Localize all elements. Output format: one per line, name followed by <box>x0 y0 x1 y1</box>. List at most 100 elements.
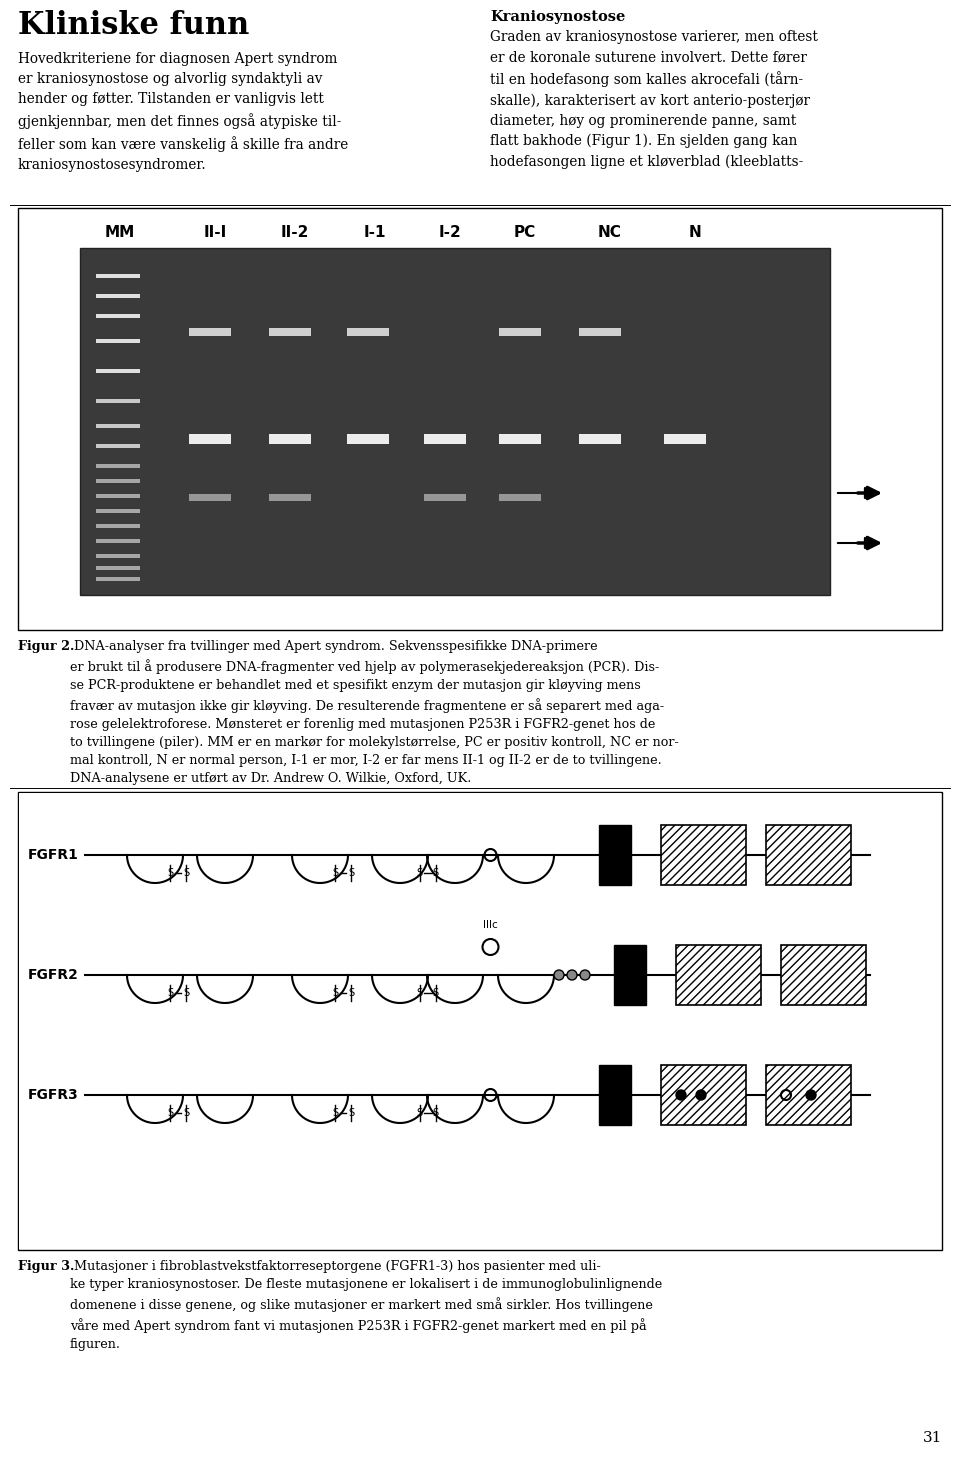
Bar <box>676 945 761 1006</box>
Text: Figur 3.: Figur 3. <box>18 1260 74 1273</box>
Text: Kliniske funn: Kliniske funn <box>18 10 250 41</box>
Bar <box>96 314 140 319</box>
Bar <box>96 577 140 581</box>
Bar <box>96 443 140 448</box>
Text: S: S <box>183 868 189 878</box>
Text: S: S <box>417 1108 422 1119</box>
Bar <box>766 1064 851 1124</box>
Text: S: S <box>432 868 439 878</box>
Bar <box>498 327 541 336</box>
Text: S: S <box>332 868 338 878</box>
Bar <box>269 435 311 443</box>
Circle shape <box>595 1091 605 1100</box>
Bar <box>96 339 140 344</box>
Circle shape <box>444 970 452 979</box>
Text: S: S <box>288 1098 293 1107</box>
Circle shape <box>806 1091 816 1100</box>
Bar <box>550 1064 640 1124</box>
Text: S: S <box>157 1098 162 1107</box>
Text: S: S <box>118 1098 123 1107</box>
Text: S: S <box>332 1108 338 1119</box>
Bar <box>347 435 390 443</box>
Bar <box>18 208 942 630</box>
Bar <box>347 327 390 336</box>
Bar <box>96 553 140 558</box>
Text: DNA-analyser fra tvillinger med Apert syndrom. Sekvensspesifikke DNA-primere
er : DNA-analyser fra tvillinger med Apert sy… <box>70 640 679 784</box>
Bar <box>96 275 140 277</box>
Bar <box>498 435 541 443</box>
Text: FGFR3: FGFR3 <box>30 1088 79 1101</box>
Text: S: S <box>183 988 189 998</box>
Bar <box>480 828 515 882</box>
Text: S: S <box>327 1098 332 1107</box>
Bar <box>96 539 140 543</box>
Bar <box>550 945 640 1006</box>
Text: S: S <box>167 868 173 878</box>
Bar <box>660 825 750 885</box>
Text: II-2: II-2 <box>281 225 309 239</box>
Bar <box>269 327 311 336</box>
Text: S: S <box>118 859 123 868</box>
Bar <box>96 495 140 498</box>
Text: S: S <box>237 1098 242 1107</box>
Bar <box>18 793 942 1249</box>
Text: S: S <box>288 979 293 988</box>
Bar <box>499 495 540 501</box>
Text: S: S <box>157 859 162 868</box>
Bar <box>19 793 941 1249</box>
Bar <box>96 294 140 298</box>
Bar <box>579 435 621 443</box>
Text: S: S <box>348 988 354 998</box>
Text: NC: NC <box>598 225 622 239</box>
Circle shape <box>696 1091 706 1100</box>
Text: IIIc: IIIc <box>363 915 377 925</box>
Circle shape <box>676 1091 686 1100</box>
Text: FGFR3: FGFR3 <box>28 1088 79 1102</box>
Text: 31: 31 <box>923 1431 942 1445</box>
Text: Figur 2.: Figur 2. <box>18 640 74 653</box>
Bar <box>660 945 750 1006</box>
Text: S: S <box>417 868 422 878</box>
Bar <box>599 825 631 885</box>
Text: S: S <box>198 1098 203 1107</box>
Bar <box>96 424 140 429</box>
Text: I-2: I-2 <box>439 225 462 239</box>
Text: S: S <box>237 859 242 868</box>
Circle shape <box>416 970 424 979</box>
Text: S: S <box>332 988 338 998</box>
Bar <box>96 368 140 373</box>
Text: S: S <box>327 979 332 988</box>
Circle shape <box>567 970 577 981</box>
Bar <box>189 327 231 336</box>
Text: S: S <box>432 1108 439 1119</box>
Bar <box>424 495 466 501</box>
Bar <box>269 495 311 501</box>
Text: S: S <box>157 979 162 988</box>
Circle shape <box>655 1091 665 1100</box>
Text: N: N <box>688 225 702 239</box>
Text: FGFR1: FGFR1 <box>28 849 79 862</box>
Text: S: S <box>327 859 332 868</box>
Bar <box>423 435 467 443</box>
Circle shape <box>431 970 439 979</box>
Text: FGFR2: FGFR2 <box>28 967 79 982</box>
Text: S: S <box>432 988 439 998</box>
Bar <box>96 524 140 528</box>
Bar <box>660 1064 750 1124</box>
Text: S: S <box>167 1108 173 1119</box>
Circle shape <box>456 970 464 979</box>
Text: S: S <box>237 979 242 988</box>
Text: S: S <box>183 1108 189 1119</box>
Text: S: S <box>348 868 354 878</box>
Circle shape <box>580 970 590 981</box>
Text: Mutasjoner i fibroblastvekstfaktorreseptorgene (FGFR1-3) hos pasienter med uli-
: Mutasjoner i fibroblastvekstfaktorresept… <box>70 1260 662 1351</box>
Bar <box>661 825 746 885</box>
Text: S: S <box>417 988 422 998</box>
Bar <box>766 825 851 885</box>
Bar <box>189 495 230 501</box>
Text: IIIc: IIIc <box>483 920 498 931</box>
Text: S: S <box>167 988 173 998</box>
Bar <box>781 945 866 1006</box>
Text: PC: PC <box>514 225 536 239</box>
Text: Graden av kraniosynostose varierer, men oftest
er de koronale suturene involvert: Graden av kraniosynostose varierer, men … <box>490 29 818 169</box>
